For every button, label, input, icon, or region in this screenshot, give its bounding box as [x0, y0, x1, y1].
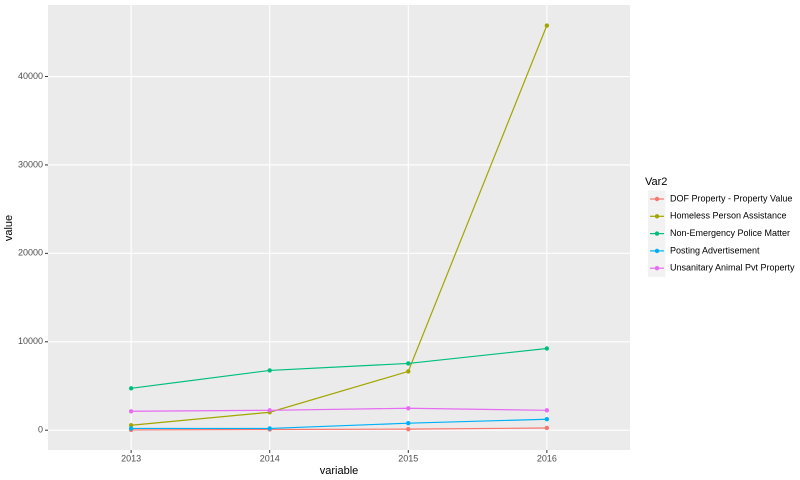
panel	[48, 5, 630, 450]
legend-label: Posting Advertisement	[670, 245, 760, 255]
marks	[128, 23, 550, 433]
data-point	[406, 406, 411, 411]
data-point	[544, 425, 550, 431]
data-point	[128, 423, 134, 428]
y-tick-label: 0	[38, 425, 43, 435]
series-line	[131, 347, 547, 389]
data-point	[267, 368, 272, 373]
legend-title: Var2	[645, 176, 667, 188]
data-point	[406, 369, 411, 374]
data-point	[128, 386, 134, 391]
x-tick-label: 2014	[260, 453, 280, 463]
y-tick-label: 10000	[18, 336, 43, 346]
x-tick-label: 2016	[537, 453, 557, 463]
data-point	[544, 346, 550, 351]
data-point	[128, 409, 134, 414]
legend-point	[654, 266, 660, 271]
legend-label: Non-Emergency Police Matter	[670, 228, 790, 238]
legend-label: Homeless Person Assistance	[670, 211, 787, 221]
data-point	[406, 421, 411, 426]
series-line	[131, 25, 548, 426]
legend: DOF Property - Property Value Homeless Pe…	[648, 190, 795, 277]
data-point	[544, 408, 550, 413]
data-point	[128, 426, 134, 431]
y-axis-title: value	[3, 215, 15, 241]
legend-point	[654, 248, 660, 254]
legend-point	[654, 214, 660, 219]
y-tick-label: 20000	[18, 248, 43, 258]
x-tick-label: 2013	[121, 453, 141, 463]
legend-point	[654, 231, 660, 236]
y-tick-label: 30000	[18, 159, 43, 169]
data-point	[544, 23, 550, 28]
grid	[48, 5, 630, 450]
y-tick-label: 40000	[18, 71, 43, 81]
data-point	[406, 361, 411, 366]
series-line	[131, 427, 547, 431]
data-point	[267, 408, 272, 413]
data-point	[267, 426, 272, 431]
series-line	[131, 407, 547, 412]
data-point	[544, 417, 550, 422]
x-tick-label: 2015	[398, 453, 418, 463]
data-point	[406, 426, 411, 432]
series-line	[131, 418, 547, 430]
legend-label: DOF Property - Property Value	[670, 193, 792, 203]
legend-label: Unsanitary Animal Pvt Property	[670, 263, 795, 273]
x-axis-title: variable	[320, 465, 359, 477]
legend-point	[654, 196, 660, 202]
